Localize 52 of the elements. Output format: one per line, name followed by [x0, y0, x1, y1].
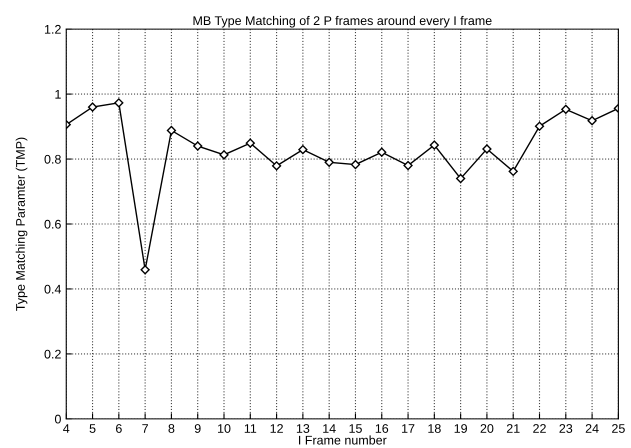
y-axis-title: Type Matching Paramter (TMP) — [16, 138, 28, 311]
x-tick-label: 16 — [376, 424, 388, 433]
point — [587, 116, 597, 126]
y-tick-label: 1 — [55, 90, 61, 99]
x-tick-label: 4 — [63, 424, 70, 433]
x-tick-label: 7 — [142, 424, 148, 433]
x-tick-label: 22 — [533, 424, 546, 433]
x-tick-label: 18 — [428, 424, 441, 433]
point — [114, 98, 124, 108]
point — [193, 141, 202, 151]
x-axis-title: I Frame number — [299, 435, 387, 445]
point — [219, 150, 229, 160]
x-tick-label: 10 — [218, 424, 230, 433]
point — [324, 158, 334, 167]
y-tick-label: 0 — [54, 414, 61, 424]
x-tick-label: 24 — [586, 424, 599, 433]
x-tick-label: 15 — [349, 424, 362, 433]
point — [246, 138, 255, 148]
x-tick-label: 9 — [194, 424, 201, 433]
point — [166, 126, 176, 136]
point — [298, 144, 308, 154]
point — [140, 265, 150, 274]
chart-title: MB Type Matching of 2 P frames around every I frame — [194, 16, 492, 28]
x-tick-label: 13 — [296, 424, 310, 433]
point — [350, 160, 360, 170]
x-tick-label: 17 — [402, 424, 414, 433]
x-tick-label: 14 — [323, 424, 336, 433]
point — [272, 161, 282, 170]
point — [403, 160, 413, 170]
y-tick-label: 1.2 — [44, 24, 61, 34]
x-tick-label: 6 — [116, 424, 122, 433]
point — [561, 104, 570, 114]
point — [430, 140, 439, 150]
point — [534, 122, 544, 131]
point — [482, 144, 492, 154]
x-tick-label: 20 — [480, 424, 494, 433]
x-tick-label: 12 — [270, 424, 283, 433]
point — [456, 174, 466, 184]
point — [508, 166, 518, 176]
point — [88, 102, 98, 112]
y-tick-label: 0.2 — [44, 350, 61, 359]
x-tick-label: 5 — [90, 424, 96, 433]
x-tick-label: 11 — [244, 424, 256, 433]
x-tick-label: 19 — [454, 424, 467, 433]
x-tick-label: 25 — [612, 424, 625, 433]
x-tick-label: 8 — [168, 424, 174, 433]
y-tick-label: 0.4 — [44, 284, 62, 294]
x-tick-label: 23 — [559, 424, 572, 433]
y-tick-label: 0.8 — [44, 154, 61, 164]
y-tick-label: 0.6 — [44, 220, 61, 229]
x-tick-label: 21 — [506, 424, 520, 433]
point — [377, 148, 386, 157]
